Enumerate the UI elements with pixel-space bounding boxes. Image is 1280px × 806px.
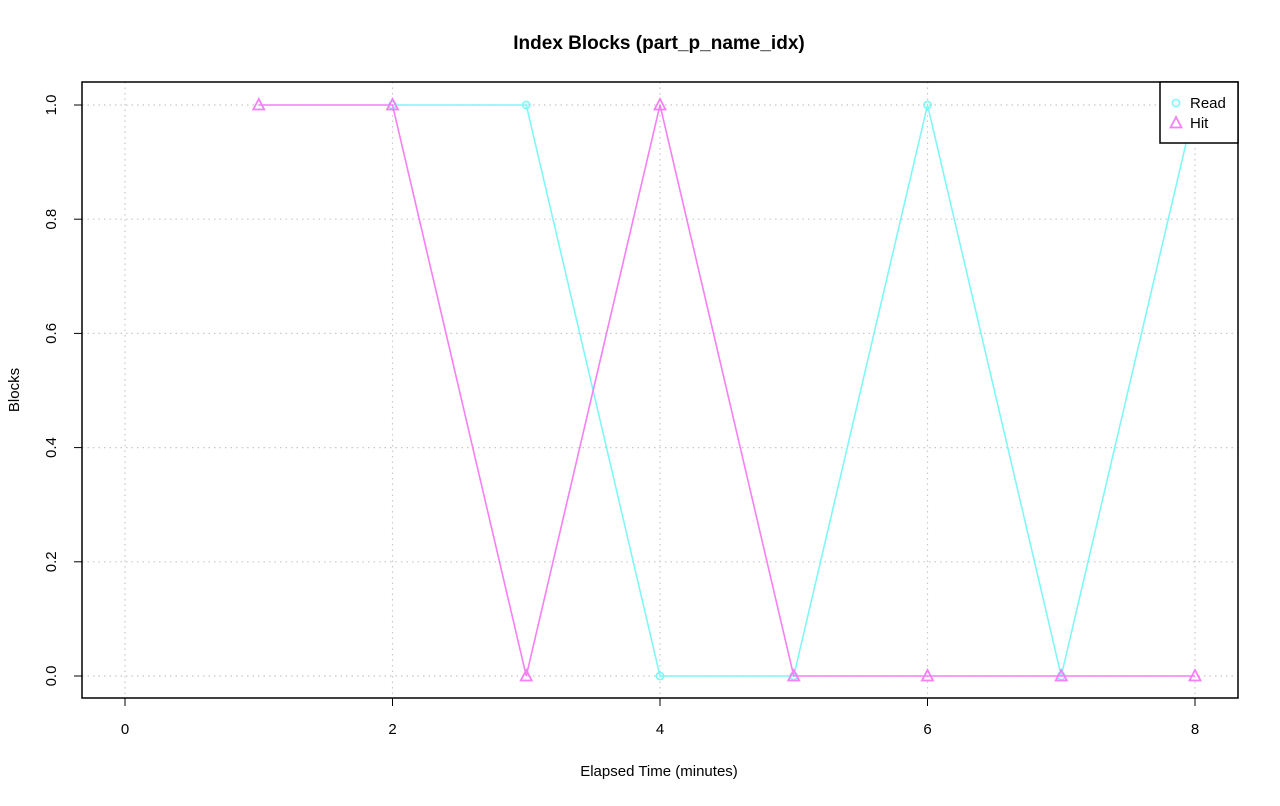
x-tick-label: 6 bbox=[923, 721, 931, 738]
series-layer bbox=[251, 97, 1202, 682]
data-point-read bbox=[923, 100, 932, 110]
legend: Read Hit bbox=[1159, 81, 1239, 144]
data-point-hit bbox=[385, 97, 400, 111]
data-point-hit bbox=[920, 668, 935, 682]
series-line-read bbox=[392, 104, 1196, 677]
series-read bbox=[388, 100, 1200, 681]
legend-label-hit: Hit bbox=[1190, 115, 1209, 132]
axes: 0 2 4 6 8 0.0 0.2 0.4 0.6 0.8 1.0 bbox=[43, 95, 1199, 738]
x-tick-label: 8 bbox=[1191, 721, 1199, 738]
data-point-hit bbox=[251, 97, 266, 111]
x-tick-label: 4 bbox=[656, 721, 664, 738]
data-point-hit bbox=[1054, 668, 1069, 682]
x-tick-label: 0 bbox=[121, 721, 129, 738]
data-point-hit bbox=[653, 97, 667, 111]
y-axis-label: Blocks bbox=[6, 368, 23, 412]
y-tick-label: 1.0 bbox=[43, 95, 60, 116]
legend-marker-read bbox=[1171, 98, 1181, 108]
x-tick-label: 2 bbox=[388, 721, 396, 738]
y-tick-label: 0.4 bbox=[43, 437, 60, 458]
legend-box bbox=[1159, 81, 1239, 144]
series-line-hit bbox=[258, 104, 1195, 677]
y-tick-label: 0.2 bbox=[43, 551, 60, 572]
data-point-hit bbox=[1188, 668, 1202, 682]
grid bbox=[82, 82, 1238, 698]
data-point-hit bbox=[786, 668, 801, 682]
y-tick-label: 0.0 bbox=[43, 666, 60, 687]
series-hit bbox=[251, 97, 1202, 682]
data-point-read bbox=[521, 100, 531, 110]
data-point-read bbox=[655, 671, 665, 681]
legend-marker-hit bbox=[1169, 115, 1183, 129]
y-tick-label: 0.8 bbox=[43, 209, 60, 230]
x-axis-label: Elapsed Time (minutes) bbox=[580, 763, 738, 780]
y-tick-label: 0.6 bbox=[43, 323, 60, 344]
legend-label-read: Read bbox=[1190, 95, 1226, 112]
data-point-hit bbox=[519, 668, 534, 682]
chart-title: Index Blocks (part_p_name_idx) bbox=[513, 33, 804, 54]
